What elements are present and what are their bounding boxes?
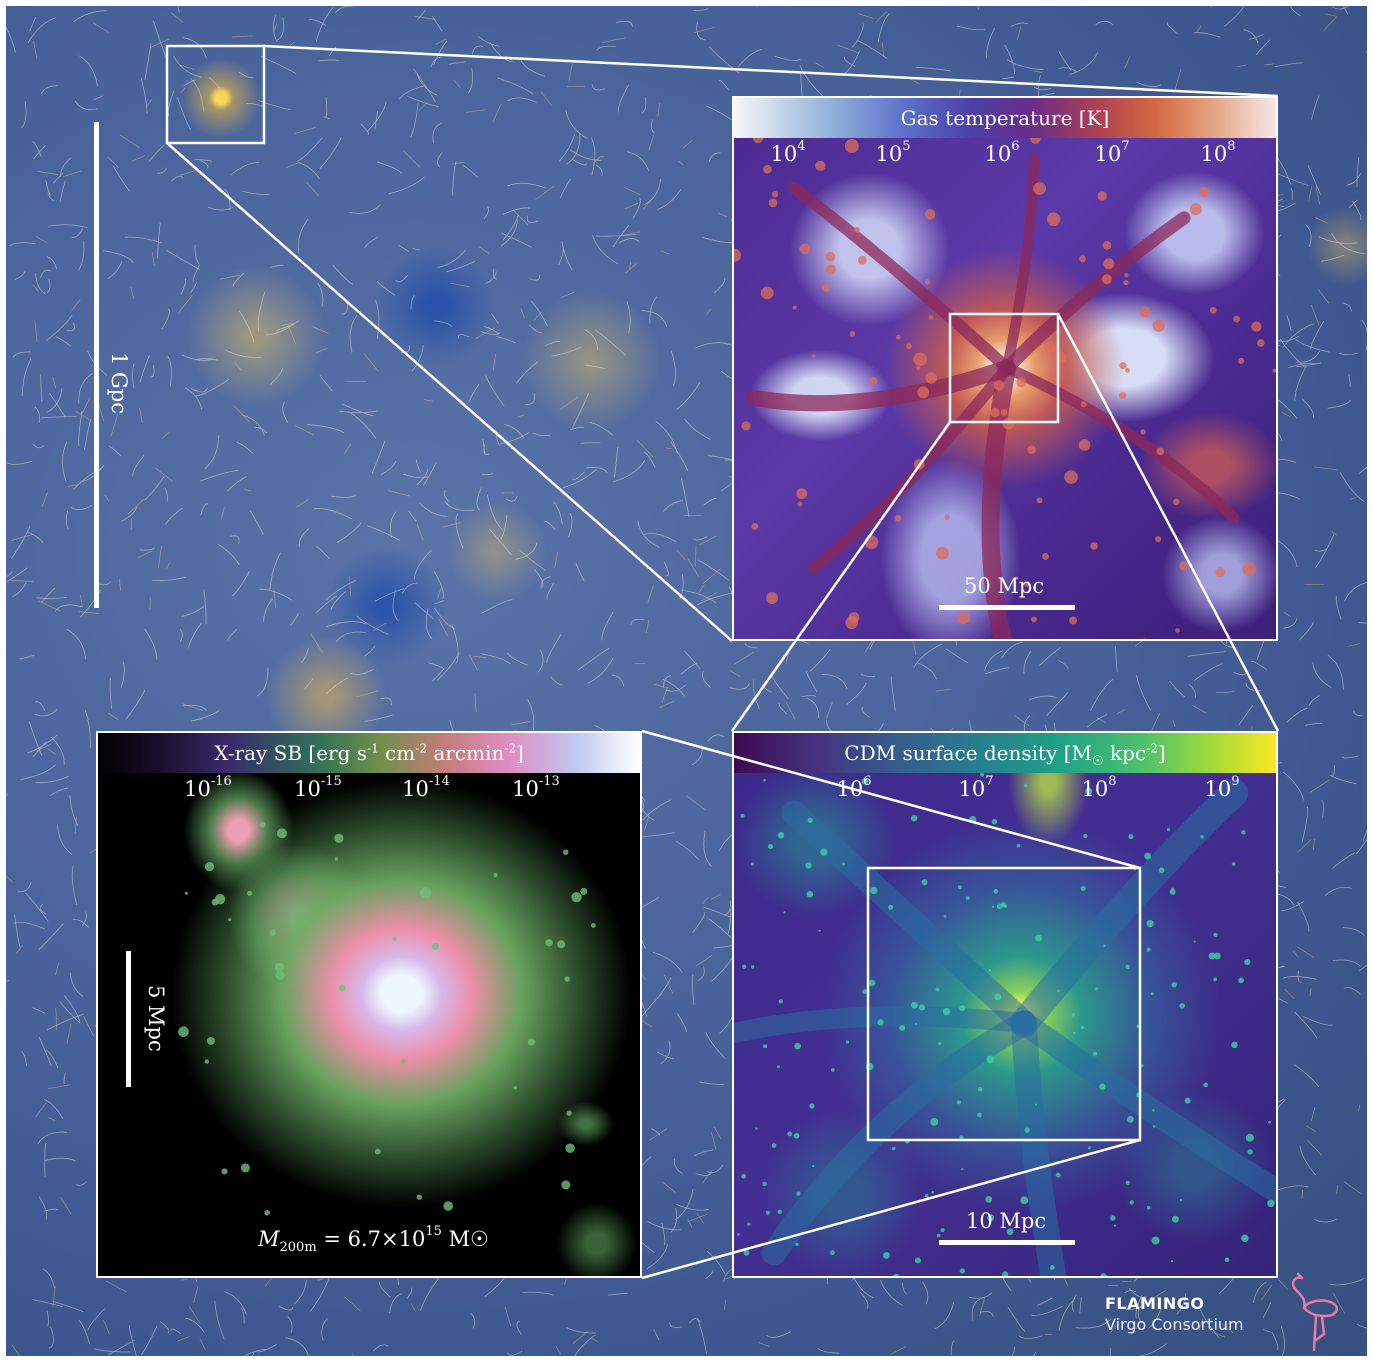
gas-tick: 107 <box>1094 139 1130 166</box>
gas-tick: 106 <box>984 139 1020 166</box>
cdm-scale-bar <box>939 1240 1075 1245</box>
xray-subhalos <box>178 821 596 1216</box>
gas-tick: 108 <box>1200 139 1236 166</box>
xray-panel: X-ray SB [erg s-1 cm-2 arcmin-2] 10-16 1… <box>96 731 642 1278</box>
cdm-colorbar: CDM surface density [M☉ kpc-2] <box>734 733 1276 773</box>
flamingo-icon <box>1291 1272 1338 1352</box>
project-name: FLAMINGO <box>1105 1294 1205 1313</box>
xray-scale-bar <box>126 951 131 1087</box>
gas-colorbar-ticks: 104 105 106 107 108 <box>734 139 1276 172</box>
consortium-name: Virgo Consortium <box>1105 1315 1244 1334</box>
xray-colorbar-ticks: 10-16 10-15 10-14 10-13 <box>98 774 640 807</box>
xray-tick: 10-15 <box>294 774 342 801</box>
cdm-tick: 107 <box>958 774 994 801</box>
xray-tick: 10-16 <box>184 774 232 801</box>
cdm-tick: 109 <box>1204 774 1240 801</box>
main-scale-bar <box>94 122 99 608</box>
cdm-tick: 108 <box>1081 774 1117 801</box>
xray-scale-label: 5 Mpc <box>144 985 168 1052</box>
cdm-colorbar-ticks: 106 107 108 109 <box>734 774 1276 807</box>
cdm-tick: 106 <box>836 774 872 801</box>
xray-colorbar-title: X-ray SB [erg s-1 cm-2 arcmin-2] <box>214 741 524 765</box>
gas-scale-bar <box>939 605 1075 610</box>
xray-tick: 10-13 <box>512 774 560 801</box>
cluster-mass-label: M200m = 6.7×1015 M☉ <box>258 1224 489 1256</box>
xray-colorbar: X-ray SB [erg s-1 cm-2 arcmin-2] <box>98 733 640 773</box>
gas-scale-label: 50 Mpc <box>964 574 1045 598</box>
gas-temperature-panel: Gas temperature [K] 104 105 106 107 108 … <box>732 96 1278 641</box>
gas-colorbar: Gas temperature [K] <box>734 98 1276 138</box>
gas-tick: 105 <box>875 139 911 166</box>
cdm-subhalos <box>734 772 1276 1276</box>
cdm-scale-label: 10 Mpc <box>966 1209 1047 1233</box>
credit-block: FLAMINGO Virgo Consortium <box>1105 1294 1244 1334</box>
cdm-colorbar-title: CDM surface density [M☉ kpc-2] <box>844 741 1166 769</box>
main-scale-label: 1 Gpc <box>107 352 131 415</box>
gas-filaments <box>734 133 1276 639</box>
cdm-density-panel: CDM surface density [M☉ kpc-2] 106 107 1… <box>732 731 1278 1278</box>
gas-colorbar-title: Gas temperature [K] <box>900 106 1110 130</box>
xray-tick: 10-14 <box>402 774 450 801</box>
gas-tick: 104 <box>770 139 806 166</box>
